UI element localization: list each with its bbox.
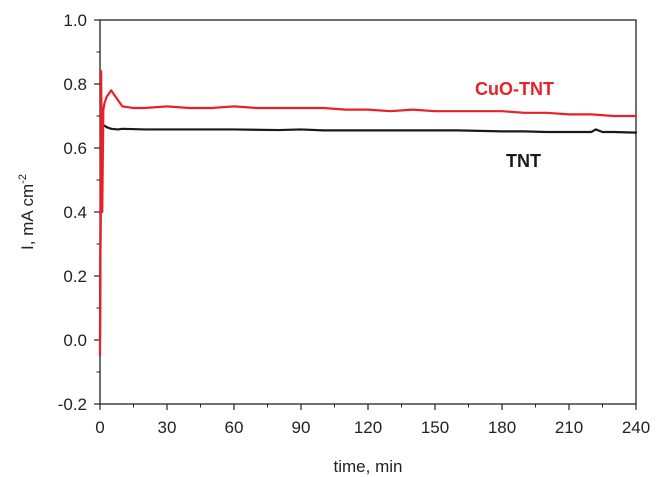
x-tick-label: 0 bbox=[95, 418, 104, 437]
y-tick-label: 0.8 bbox=[63, 75, 87, 94]
x-tick-label: 240 bbox=[622, 418, 650, 437]
x-tick-label: 150 bbox=[421, 418, 449, 437]
series-label-tnt: TNT bbox=[506, 151, 541, 171]
series-layer bbox=[98, 70, 638, 358]
x-tick-label: 180 bbox=[488, 418, 516, 437]
y-axis-title-main: I, mA cm bbox=[18, 184, 37, 250]
x-axis-title: time, min bbox=[334, 457, 403, 476]
y-tick-label: 0.4 bbox=[63, 203, 87, 222]
x-tick-label: 60 bbox=[225, 418, 244, 437]
series-line-cuo-tnt bbox=[98, 70, 638, 358]
series-line-tnt bbox=[98, 121, 638, 342]
x-axis-ticks: 0 30 60 90 120 150 180 210 240 bbox=[95, 404, 650, 437]
x-tick-label: 90 bbox=[292, 418, 311, 437]
x-tick-label: 30 bbox=[158, 418, 177, 437]
y-tick-label: 0.0 bbox=[63, 331, 87, 350]
y-tick-label: 0.2 bbox=[63, 267, 87, 286]
y-tick-label: 0.6 bbox=[63, 139, 87, 158]
x-tick-label: 120 bbox=[354, 418, 382, 437]
y-tick-label: 1.0 bbox=[63, 11, 87, 30]
series-label-cuo-tnt: CuO-TNT bbox=[475, 79, 554, 99]
x-tick-label: 210 bbox=[555, 418, 583, 437]
plot-frame bbox=[99, 19, 637, 405]
y-tick-label: -0.2 bbox=[58, 395, 87, 414]
y-axis-ticks: -0.2 0.0 0.2 0.4 0.6 0.8 1.0 bbox=[58, 11, 100, 414]
y-axis-title-sup: -2 bbox=[17, 174, 29, 184]
y-axis-title: I, mA cm-2 bbox=[17, 174, 37, 250]
